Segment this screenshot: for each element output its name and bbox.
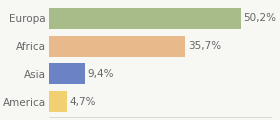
Bar — [49, 91, 67, 112]
Bar — [49, 36, 185, 57]
Bar — [49, 8, 241, 29]
Text: 9,4%: 9,4% — [87, 69, 114, 79]
Text: 50,2%: 50,2% — [244, 13, 277, 23]
Bar — [49, 63, 85, 84]
Text: 35,7%: 35,7% — [188, 41, 221, 51]
Text: 4,7%: 4,7% — [69, 97, 96, 107]
